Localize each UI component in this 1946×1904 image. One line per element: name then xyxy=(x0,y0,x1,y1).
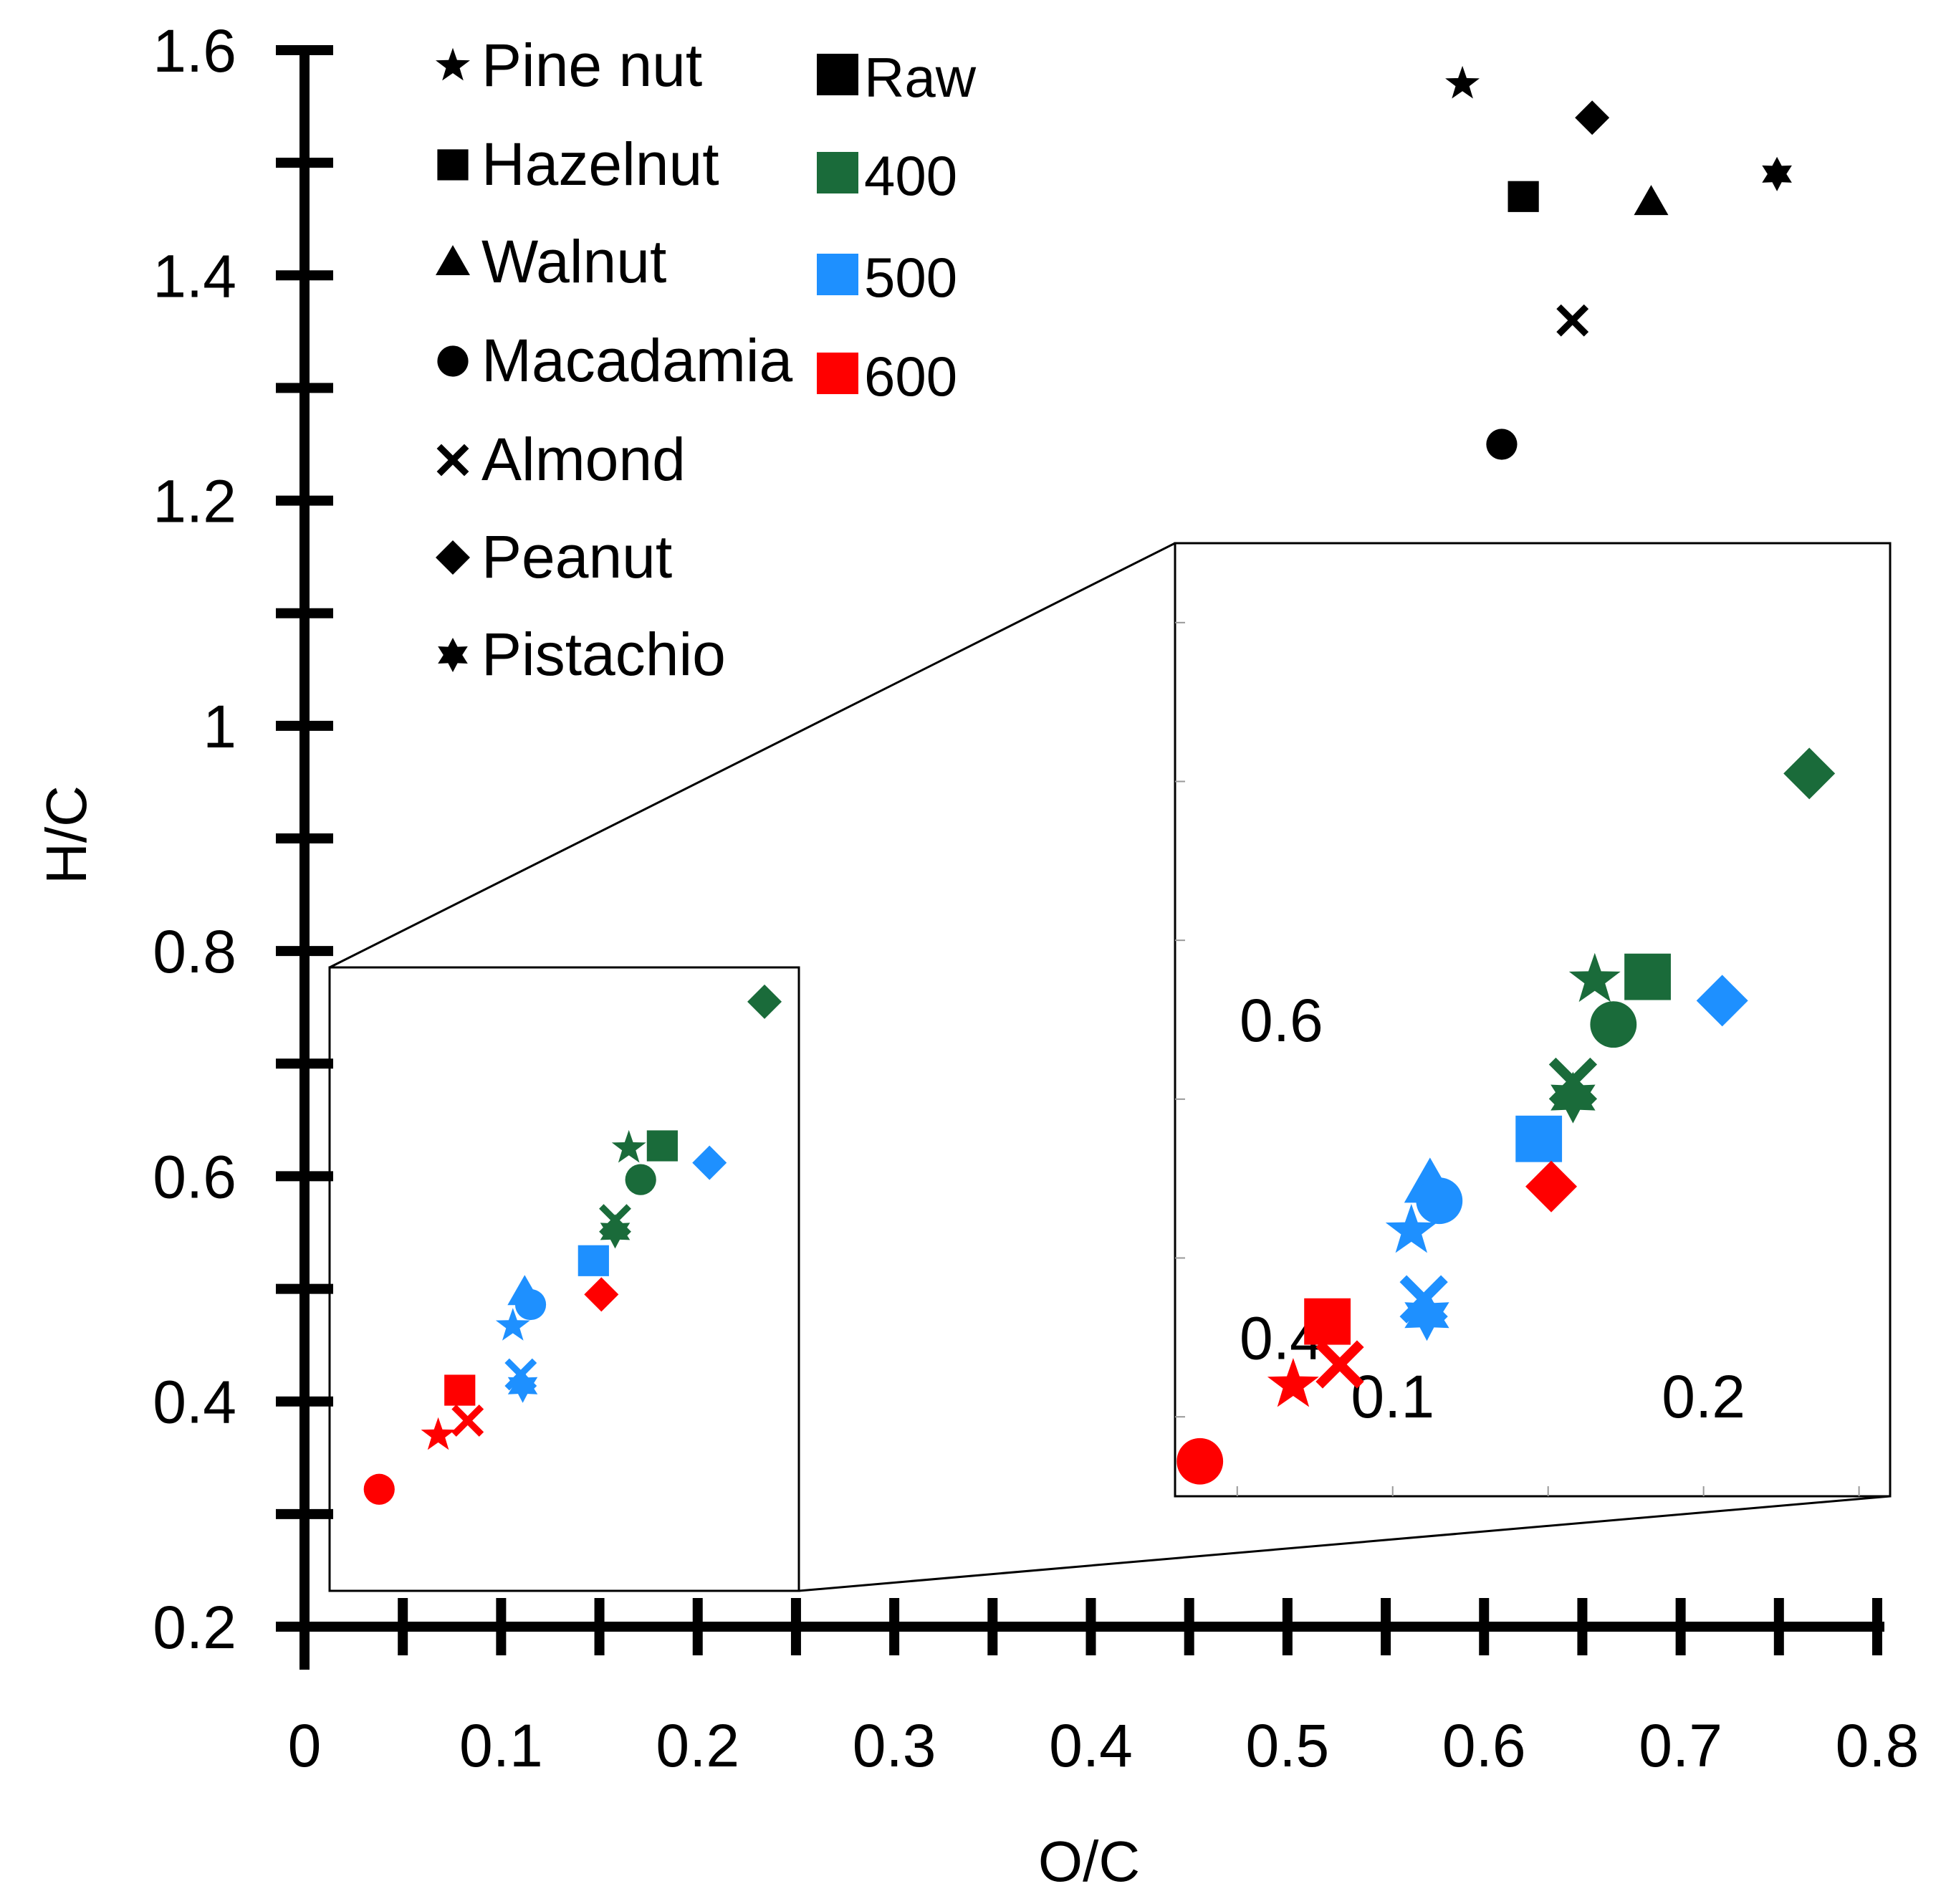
legend-almond-label: Almond xyxy=(481,426,686,493)
x-tick-label: 0 xyxy=(288,1712,322,1779)
inset-point-600-pine-nut xyxy=(1267,1358,1319,1407)
inset-point-400-macadamia xyxy=(1590,1001,1637,1048)
point-500-peanut xyxy=(692,1145,727,1180)
point-raw-macadamia xyxy=(1486,429,1518,460)
point-500-macadamia xyxy=(514,1288,547,1321)
x-stroke xyxy=(451,1405,484,1437)
point-600-almond xyxy=(451,1405,484,1437)
inset-point-500-pistachio xyxy=(1404,1289,1449,1341)
x-tick-label: 0.4 xyxy=(1049,1712,1133,1779)
x-tick-label: 0.7 xyxy=(1639,1712,1722,1779)
legend-temp-raw-label: Raw xyxy=(864,46,977,109)
legend-walnut-label: Walnut xyxy=(481,228,666,295)
legend-walnut-icon xyxy=(436,245,470,275)
y-tick-label: 1.6 xyxy=(153,17,236,85)
y-axis-title: H/C xyxy=(34,785,98,884)
y-tick-label: 1 xyxy=(203,693,236,760)
inset-frames: 0.1 0.20.40.6 xyxy=(328,542,1892,1592)
legend-pistachio-label: Pistachio xyxy=(481,621,726,688)
inset-source-frame xyxy=(328,966,800,1592)
zoom-line-top xyxy=(329,542,1176,969)
x-tick-label: 0.2 xyxy=(656,1712,739,1779)
legend-peanut-icon xyxy=(436,540,470,575)
inset-point-500-peanut xyxy=(1696,975,1748,1027)
y-tick-label: 0.8 xyxy=(153,918,236,985)
inset-point-500-hazelnut xyxy=(1515,1115,1563,1162)
point-600-peanut xyxy=(584,1277,619,1312)
point-600-macadamia xyxy=(363,1473,395,1505)
x-tick-label: 0.5 xyxy=(1245,1712,1329,1779)
inset-zoom-lines xyxy=(329,542,1891,1592)
legend-temp-400-label: 400 xyxy=(864,144,957,207)
point-400-macadamia xyxy=(625,1164,656,1195)
inset-point-500-pine-nut xyxy=(1385,1204,1437,1253)
inset-points xyxy=(1176,747,1836,1485)
point-400-peanut xyxy=(747,984,782,1019)
x-stroke xyxy=(436,444,469,477)
legend: Pine nut Hazelnut Walnut Macadamia Almond Pea… xyxy=(436,32,977,688)
inset-point-600-almond xyxy=(1315,1340,1364,1389)
legend-temp-600-label: 600 xyxy=(864,345,957,408)
y-tick-label: 1.2 xyxy=(153,468,236,535)
point-600-pine-nut xyxy=(421,1417,456,1450)
point-raw-walnut xyxy=(1634,185,1669,216)
legend-macadamia-label: Macadamia xyxy=(481,327,792,394)
legend-temp-400-icon xyxy=(817,152,858,193)
y-tick-label: 0.4 xyxy=(153,1369,236,1436)
point-500-pine-nut xyxy=(495,1308,530,1341)
point-raw-pine-nut xyxy=(1445,65,1480,99)
legend-pistachio-icon xyxy=(438,638,468,672)
legend-temp-500-label: 500 xyxy=(864,246,957,309)
inset-y-tick-label: 0.6 xyxy=(1240,987,1323,1054)
inset-x-tick-label: 0.2 xyxy=(1662,1363,1745,1430)
inset-x-tick-label: 0.1 xyxy=(1351,1363,1434,1430)
point-400-hazelnut xyxy=(646,1130,678,1162)
inset-point-400-hazelnut xyxy=(1624,953,1671,1000)
inset-box-frame xyxy=(1174,542,1892,1498)
point-400-pine-nut xyxy=(611,1129,646,1163)
inset-point-400-pistachio xyxy=(1550,1071,1596,1124)
inset-point-400-pine-nut xyxy=(1568,952,1621,1003)
y-tick-label: 0.2 xyxy=(153,1594,236,1661)
point-raw-peanut xyxy=(1575,100,1610,135)
point-raw-almond xyxy=(1556,304,1589,337)
point-500-pistachio xyxy=(507,1368,538,1403)
x-stroke xyxy=(1556,304,1589,337)
x-tick-label: 0.1 xyxy=(459,1712,543,1779)
inset-point-500-macadamia xyxy=(1416,1177,1463,1225)
legend-hazelnut-label: Hazelnut xyxy=(481,130,719,198)
legend-temp-500-icon xyxy=(817,254,858,295)
legend-macadamia-icon xyxy=(437,345,469,377)
inset-point-600-macadamia xyxy=(1176,1437,1224,1485)
inset-point-600-hazelnut xyxy=(1304,1298,1351,1345)
inset-point-600-peanut xyxy=(1525,1160,1578,1212)
point-400-pistachio xyxy=(600,1214,631,1249)
legend-temp-600-icon xyxy=(817,353,858,394)
x-tick-label: 0.8 xyxy=(1836,1712,1919,1779)
y-tick-label: 1.4 xyxy=(153,242,236,310)
main-points xyxy=(363,65,1792,1505)
zoom-line-bottom xyxy=(798,1495,1891,1592)
point-500-hazelnut xyxy=(577,1245,609,1276)
inset-point-400-peanut xyxy=(1783,747,1836,800)
legend-almond-icon xyxy=(436,444,469,477)
point-raw-hazelnut xyxy=(1508,181,1539,212)
legend-temp-raw-icon xyxy=(817,54,858,95)
x-tick-label: 0.3 xyxy=(853,1712,936,1779)
x-tick-label: 0.6 xyxy=(1442,1712,1526,1779)
x-stroke xyxy=(1315,1340,1364,1389)
legend-peanut-label: Peanut xyxy=(481,523,672,590)
legend-hazelnut-icon xyxy=(437,149,469,181)
point-raw-pistachio xyxy=(1762,156,1792,191)
x-axis-title: O/C xyxy=(1038,1829,1140,1893)
y-tick-label: 0.6 xyxy=(153,1143,236,1210)
main-axes: 0.2 0.4 0.6 0.8 1 1.2 1.4 1.6 0 0.1 0.2 0.3 0.4 0.5 0.… xyxy=(153,17,1919,1779)
legend-pine-nut-label: Pine nut xyxy=(481,32,702,99)
legend-pine-nut-icon xyxy=(436,47,470,81)
point-600-hazelnut xyxy=(444,1374,476,1406)
